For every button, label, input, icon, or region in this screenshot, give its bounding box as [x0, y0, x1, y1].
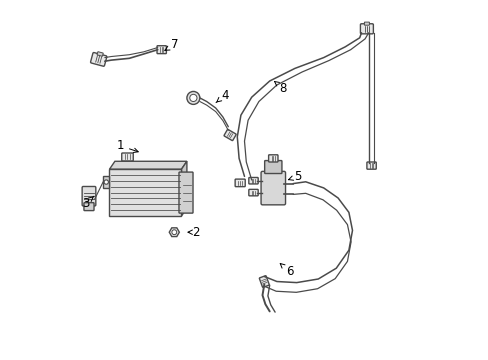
FancyBboxPatch shape — [224, 130, 236, 140]
FancyBboxPatch shape — [364, 22, 368, 25]
FancyBboxPatch shape — [264, 161, 282, 174]
FancyBboxPatch shape — [261, 171, 285, 205]
Polygon shape — [103, 176, 109, 188]
FancyBboxPatch shape — [97, 52, 103, 56]
FancyBboxPatch shape — [82, 186, 96, 206]
FancyBboxPatch shape — [84, 203, 94, 211]
Polygon shape — [109, 169, 181, 216]
FancyBboxPatch shape — [90, 53, 106, 66]
Text: 7: 7 — [164, 39, 178, 51]
Text: 8: 8 — [274, 81, 286, 95]
FancyBboxPatch shape — [360, 24, 373, 34]
FancyBboxPatch shape — [248, 189, 258, 196]
Text: 1: 1 — [116, 139, 138, 153]
FancyBboxPatch shape — [268, 155, 277, 162]
FancyBboxPatch shape — [235, 179, 244, 186]
Circle shape — [171, 230, 176, 235]
Circle shape — [104, 180, 108, 184]
FancyBboxPatch shape — [157, 46, 166, 54]
Polygon shape — [181, 161, 186, 216]
FancyBboxPatch shape — [248, 177, 258, 184]
Text: 6: 6 — [280, 264, 293, 278]
FancyBboxPatch shape — [259, 276, 269, 287]
Polygon shape — [109, 161, 186, 169]
FancyBboxPatch shape — [122, 153, 133, 161]
Text: 3: 3 — [81, 196, 94, 210]
Circle shape — [189, 94, 197, 102]
FancyBboxPatch shape — [179, 172, 193, 213]
Text: 4: 4 — [216, 89, 228, 103]
Text: 5: 5 — [288, 170, 301, 183]
FancyBboxPatch shape — [366, 162, 375, 169]
Circle shape — [186, 91, 200, 104]
Text: 2: 2 — [187, 226, 199, 239]
